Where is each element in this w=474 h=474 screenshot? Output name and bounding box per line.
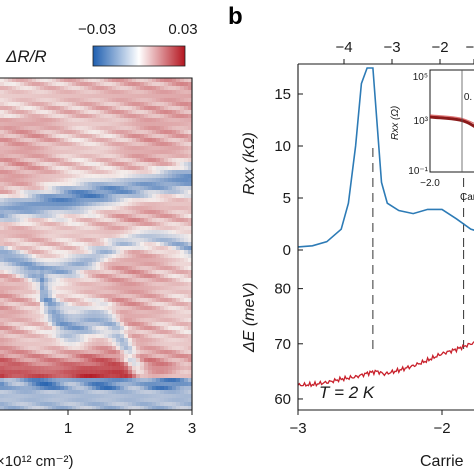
- delta-e-series-line: [297, 341, 474, 388]
- inset-curve: [429, 115, 474, 128]
- heatmap-frame: [0, 77, 193, 411]
- rxx-top-tick-label: −3: [383, 39, 400, 56]
- heatmap-x-ticks: 1 2 3: [64, 410, 196, 437]
- colorbar-label: ΔR/R: [5, 47, 47, 66]
- rxx-top-ticks: −4 −3 −2 −1: [335, 39, 474, 64]
- delta-e-y-tick-label: 80: [274, 281, 291, 298]
- rxx-y-tick-label: 0: [283, 242, 291, 259]
- delta-e-y-label: ΔE (meV): [241, 283, 258, 353]
- rxx-y-ticks: 0 5 10 15: [274, 86, 303, 259]
- heatmap-x-label: ×10¹² cm⁻²): [0, 453, 74, 470]
- inset-y-tick-top: 10⁵: [413, 72, 428, 83]
- delta-e-y-tick-label: 70: [274, 336, 291, 353]
- rxx-top-tick-label: −2: [431, 39, 448, 56]
- colorbar-gradient: [92, 45, 186, 67]
- delta-e-dashed-lines: [372, 250, 465, 352]
- colorbar-tick-high: 0.03: [168, 21, 197, 38]
- delta-e-x-tick-label: −3: [289, 420, 306, 437]
- delta-e-x-label: Carrie: [420, 453, 464, 470]
- heatmap-x-tick-label: 1: [64, 420, 72, 437]
- rxx-panel: 0 5 10 15 −4 −3 −2 −1 Rxx (kΩ) 10⁵ 10³ 10⁻¹ Rx…: [241, 39, 474, 259]
- inset-x-tick-left: −2.0: [420, 178, 440, 189]
- inset: 10⁵ 10³ 10⁻¹ Rxx (Ω) −2.0 0. Car: [390, 69, 474, 203]
- inset-curve-highlight: [429, 114, 474, 124]
- rxx-top-tick-label: −4: [335, 39, 352, 56]
- heatmap-noise: [0, 78, 192, 410]
- delta-e-x-tick-label: −2: [433, 420, 450, 437]
- inset-x-label: Car: [460, 192, 474, 203]
- rxx-y-tick-label: 15: [274, 86, 291, 103]
- delta-e-x-ticks: −3−2−1: [289, 410, 451, 437]
- heatmap-panel: 1 2 3 ×10¹² cm⁻²): [0, 77, 196, 470]
- colorbar: ΔR/R −0.03 0.03: [5, 21, 198, 67]
- heatmap-x-tick-label: 2: [126, 420, 134, 437]
- delta-e-y-ticks: 60 70 80: [274, 281, 303, 408]
- inset-y-label: Rxx (Ω): [390, 106, 401, 140]
- delta-e-y-tick-label: 60: [274, 391, 291, 408]
- rxx-y-tick-label: 10: [274, 138, 291, 155]
- delta-e-annotation: T = 2 K: [319, 383, 375, 402]
- inset-y-tick-mid: 10³: [414, 116, 429, 127]
- rxx-y-tick-label: 5: [283, 190, 291, 207]
- heatmap-x-tick-label: 3: [188, 420, 196, 437]
- rxx-top-tick-label: −1: [465, 39, 474, 56]
- colorbar-tick-low: −0.03: [78, 21, 116, 38]
- rxx-y-label: Rxx (kΩ): [241, 132, 258, 195]
- panel-b-label: b: [228, 3, 243, 30]
- inset-y-tick-bottom: 10⁻¹: [408, 166, 428, 177]
- inset-x-tick-right: 0.: [464, 92, 472, 103]
- rxx-frame: [297, 63, 474, 250]
- rxx-series-line: [297, 67, 474, 248]
